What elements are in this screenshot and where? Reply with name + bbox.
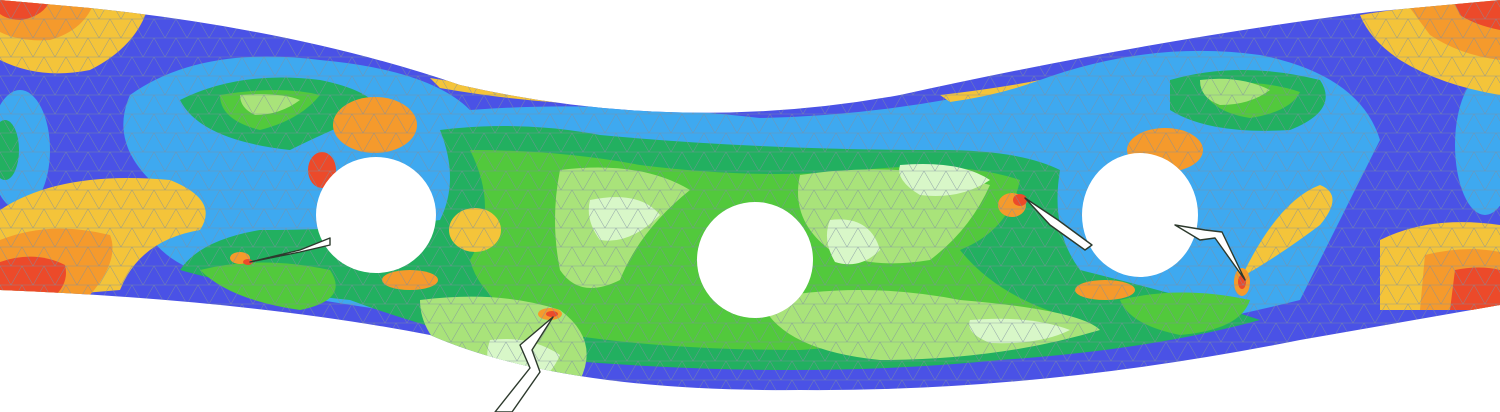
crack-bottom [494,316,554,412]
crack-left [249,237,331,263]
crack-right [1174,224,1246,281]
hole-left [316,157,436,273]
crack-mid-right [1024,197,1093,251]
hole-center [697,202,813,318]
hole-right [1082,153,1198,277]
